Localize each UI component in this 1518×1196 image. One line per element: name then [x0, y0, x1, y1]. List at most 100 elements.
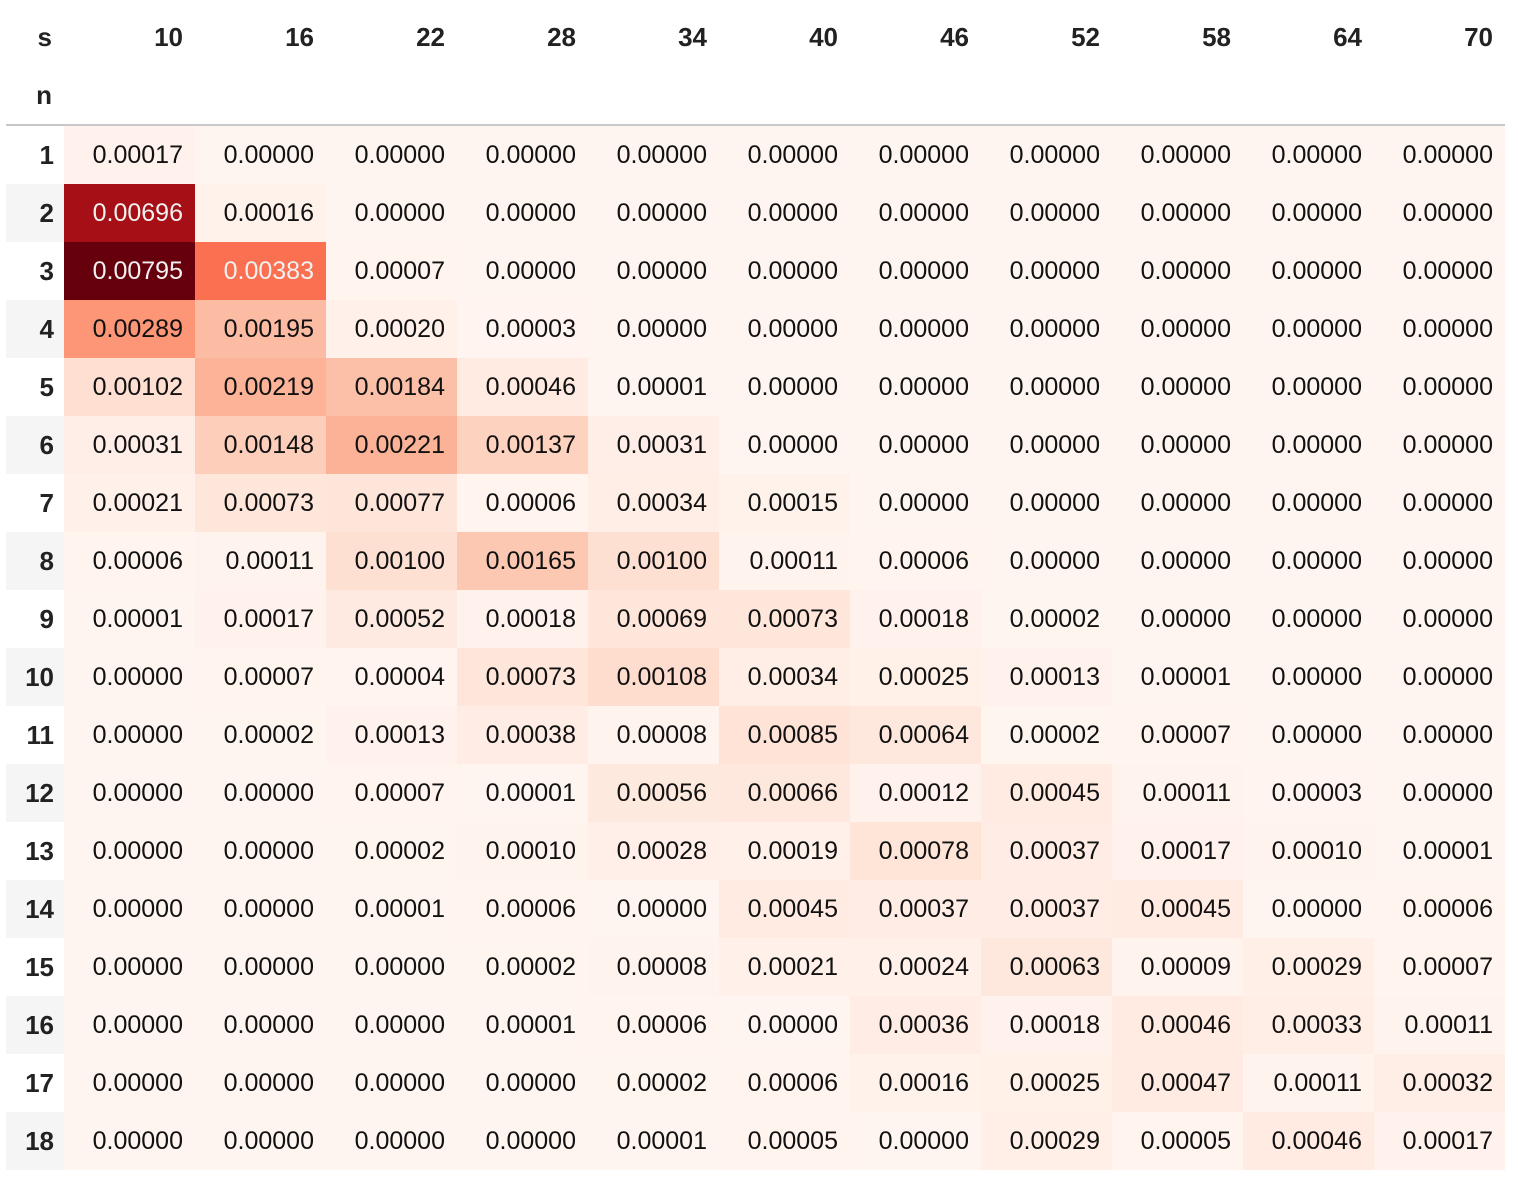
heatmap-cell: 0.00000 [1243, 880, 1374, 938]
table-row: 17 0.00000 0.00000 0.00000 0.00000 0.00002 0.0… [6, 1054, 1505, 1112]
row-index-n-10: 10 [6, 648, 64, 706]
heatmap-cell: 0.00000 [1243, 358, 1374, 416]
heatmap-cell: 0.00000 [1112, 300, 1243, 358]
heatmap-cell: 0.00085 [719, 706, 850, 764]
heatmap-cell: 0.00000 [588, 300, 719, 358]
heatmap-cell: 0.00001 [588, 1112, 719, 1170]
heatmap-cell: 0.00000 [850, 300, 981, 358]
heatmap-cell: 0.00000 [850, 242, 981, 300]
table-row: 9 0.00001 0.00017 0.00052 0.00018 0.00069 0.00… [6, 590, 1505, 648]
table-row: 12 0.00000 0.00000 0.00007 0.00001 0.00056 0.0… [6, 764, 1505, 822]
heatmap-cell: 0.00000 [719, 358, 850, 416]
heatmap-cell: 0.00002 [457, 938, 588, 996]
heatmap-cell: 0.00007 [1374, 938, 1505, 996]
heatmap-cell: 0.00000 [588, 880, 719, 938]
heatmap-cell: 0.00018 [981, 996, 1112, 1054]
heatmap-cell: 0.00011 [1374, 996, 1505, 1054]
table-row: 11 0.00000 0.00002 0.00013 0.00038 0.00008 0.0… [6, 706, 1505, 764]
row-index-n-14: 14 [6, 880, 64, 938]
heatmap-cell: 0.00100 [326, 532, 457, 590]
heatmap-cell: 0.00000 [981, 184, 1112, 242]
heatmap-cell: 0.00001 [588, 358, 719, 416]
heatmap-cell: 0.00001 [64, 590, 195, 648]
header-spacer [195, 66, 326, 126]
column-index-name: s [6, 8, 64, 66]
heatmap-cell: 0.00034 [719, 648, 850, 706]
heatmap-cell: 0.00000 [588, 125, 719, 184]
header-spacer [981, 66, 1112, 126]
row-index-n-2: 2 [6, 184, 64, 242]
heatmap-cell: 0.00000 [195, 125, 326, 184]
row-index-n-13: 13 [6, 822, 64, 880]
heatmap-cell: 0.00064 [850, 706, 981, 764]
heatmap-cell: 0.00013 [326, 706, 457, 764]
row-index-n-16: 16 [6, 996, 64, 1054]
heatmap-cell: 0.00102 [64, 358, 195, 416]
column-header-s-22: 22 [326, 8, 457, 66]
heatmap-cell: 0.00000 [195, 764, 326, 822]
heatmap-cell: 0.00000 [1374, 358, 1505, 416]
heatmap-cell: 0.00011 [719, 532, 850, 590]
heatmap-cell: 0.00008 [588, 706, 719, 764]
table-row: 10 0.00000 0.00007 0.00004 0.00073 0.00108 0.0… [6, 648, 1505, 706]
column-header-s-52: 52 [981, 8, 1112, 66]
heatmap-cell: 0.00000 [1374, 648, 1505, 706]
heatmap-cell: 0.00219 [195, 358, 326, 416]
heatmap-cell: 0.00000 [326, 1112, 457, 1170]
heatmap-cell: 0.00000 [1374, 706, 1505, 764]
column-header-s-16: 16 [195, 8, 326, 66]
table-row: 15 0.00000 0.00000 0.00000 0.00002 0.00008 0.0… [6, 938, 1505, 996]
header-spacer [457, 66, 588, 126]
row-index-n-11: 11 [6, 706, 64, 764]
table-row: 7 0.00021 0.00073 0.00077 0.00006 0.00034 0.00… [6, 474, 1505, 532]
row-index-name: n [6, 66, 64, 126]
heatmap-cell: 0.00000 [719, 125, 850, 184]
heatmap-cell: 0.00000 [1374, 184, 1505, 242]
heatmap-cell: 0.00000 [981, 416, 1112, 474]
heatmap-cell: 0.00000 [850, 1112, 981, 1170]
heatmap-cell: 0.00056 [588, 764, 719, 822]
heatmap-cell: 0.00029 [1243, 938, 1374, 996]
heatmap-cell: 0.00000 [195, 1112, 326, 1170]
heatmap-cell: 0.00032 [1374, 1054, 1505, 1112]
heatmap-cell: 0.00137 [457, 416, 588, 474]
table-row: 5 0.00102 0.00219 0.00184 0.00046 0.00001 0.00… [6, 358, 1505, 416]
heatmap-cell: 0.00045 [719, 880, 850, 938]
heatmap-cell: 0.00696 [64, 184, 195, 242]
heatmap-cell: 0.00001 [457, 996, 588, 1054]
heatmap-cell: 0.00016 [195, 184, 326, 242]
heatmap-cell: 0.00000 [1112, 590, 1243, 648]
heatmap-cell: 0.00000 [195, 996, 326, 1054]
heatmap-cell: 0.00000 [850, 125, 981, 184]
heatmap-cell: 0.00063 [981, 938, 1112, 996]
heatmap-cell: 0.00289 [64, 300, 195, 358]
heatmap-cell: 0.00011 [1243, 1054, 1374, 1112]
heatmap-cell: 0.00018 [457, 590, 588, 648]
heatmap-cell: 0.00008 [588, 938, 719, 996]
heatmap-cell: 0.00045 [981, 764, 1112, 822]
heatmap-cell: 0.00000 [719, 242, 850, 300]
row-index-n-18: 18 [6, 1112, 64, 1170]
column-header-row: s 10 16 22 28 34 40 46 52 58 64 70 [6, 8, 1505, 66]
heatmap-cell: 0.00000 [719, 184, 850, 242]
heatmap-cell: 0.00000 [1374, 242, 1505, 300]
heatmap-cell: 0.00017 [195, 590, 326, 648]
heatmap-cell: 0.00000 [1243, 706, 1374, 764]
heatmap-cell: 0.00000 [64, 1112, 195, 1170]
row-index-n-4: 4 [6, 300, 64, 358]
row-index-n-12: 12 [6, 764, 64, 822]
heatmap-cell: 0.00001 [1374, 822, 1505, 880]
heatmap-cell: 0.00007 [195, 648, 326, 706]
heatmap-cell: 0.00009 [1112, 938, 1243, 996]
table-body: 1 0.00017 0.00000 0.00000 0.00000 0.00000 0.00… [6, 125, 1505, 1170]
heatmap-cell: 0.00000 [850, 416, 981, 474]
heatmap-cell: 0.00000 [850, 184, 981, 242]
heatmap-cell: 0.00006 [457, 880, 588, 938]
heatmap-cell: 0.00000 [1243, 416, 1374, 474]
heatmap-cell: 0.00000 [1374, 300, 1505, 358]
heatmap-cell: 0.00148 [195, 416, 326, 474]
heatmap-cell: 0.00000 [64, 764, 195, 822]
heatmap-cell: 0.00034 [588, 474, 719, 532]
heatmap-cell: 0.00000 [64, 648, 195, 706]
row-index-n-6: 6 [6, 416, 64, 474]
